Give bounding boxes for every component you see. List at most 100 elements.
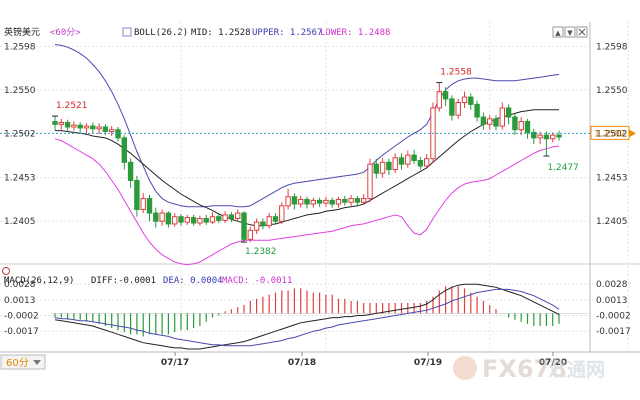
bollinger-bands (54, 44, 560, 266)
scroll-up-button[interactable] (552, 26, 564, 38)
down-arrow-icon: ▼ (567, 29, 573, 37)
candle-body (64, 121, 71, 128)
candle-body (348, 198, 354, 203)
price-tick-left: 1.2598 (4, 42, 36, 52)
current-price-label: 1.2502 (594, 129, 626, 139)
candle-body (537, 134, 543, 139)
boll-mid-label: MID: 1.2528 (191, 28, 251, 38)
candle-body (279, 205, 285, 222)
candle-body (449, 98, 455, 116)
candle-body (159, 212, 165, 222)
macd-diff-line (54, 283, 560, 350)
period-button-label: 60分 (6, 357, 29, 369)
macd-tick-right: 0.0013 (596, 296, 628, 306)
candle-body (524, 121, 531, 133)
boll-lower-label: LOWER: 1.2488 (320, 28, 390, 38)
macd-panel (51, 283, 588, 350)
up-arrow-icon: ▲ (555, 29, 561, 37)
macd-diff-label: DIFF:-0.0001 (91, 276, 156, 286)
candle-body (197, 218, 203, 224)
candle-body (285, 196, 291, 207)
price-tick-right: 1.2502 (596, 129, 628, 139)
candle-body (272, 216, 279, 222)
watermark: FX678 汇通网 (453, 355, 605, 383)
candle-body (109, 129, 115, 133)
watermark-text: FX678 (482, 355, 567, 383)
price-tick-right: 1.2550 (596, 86, 628, 96)
time-tick-label: 07/20 (539, 358, 567, 368)
scroll-down-button[interactable] (564, 26, 576, 38)
candle-body (127, 161, 134, 181)
candle-body (77, 124, 83, 129)
candle-body (424, 158, 430, 167)
candle-body (373, 163, 380, 174)
time-tick-label: 07/17 (161, 358, 189, 368)
price-axis-ticks: 1.2598 1.2598 1.2550 1.2550 1.2502 1.2502 1.24… (4, 42, 628, 227)
candle-body (543, 134, 550, 140)
price-tick-left: 1.2550 (4, 86, 36, 96)
candle-body (146, 198, 153, 214)
candle-body (556, 134, 562, 138)
candle-body (531, 131, 537, 139)
candle-body (379, 161, 386, 174)
candle-body (493, 118, 499, 127)
period-selector[interactable]: 60分 (0, 354, 46, 370)
candle-body (474, 103, 480, 118)
price-tick-right: 1.2405 (596, 217, 628, 227)
macd-header: MACD(26,12,9) DIFF:-0.0001 DEA: 0.0004 M… (2, 267, 292, 286)
candle-body (134, 179, 140, 210)
candlesticks (52, 82, 562, 243)
candle-body (291, 196, 298, 205)
macd-tick-right: -0.0017 (596, 327, 631, 337)
annotation-label: 1.2558 (440, 68, 472, 78)
price-annotations: 1.2521 1.2382 1.2558 1.2477 (52, 68, 579, 257)
candle-body (153, 212, 159, 222)
chart-toolbar: ▲ ▼ (552, 26, 588, 38)
macd-tick-right: -0.0002 (596, 312, 631, 322)
price-tick-right: 1.2598 (596, 42, 628, 52)
period-button[interactable] (0, 354, 46, 370)
candle-body (329, 199, 335, 205)
macd-value-label: MACD: -0.0011 (222, 276, 292, 286)
candle-body (121, 137, 127, 163)
candle-body (323, 199, 329, 204)
candle-body (247, 229, 254, 240)
macd-label: MACD(26,12,9) (4, 276, 74, 286)
indicator-settings-icon[interactable] (122, 27, 132, 37)
candle-body (71, 124, 77, 128)
candle-body (90, 125, 96, 130)
time-tick-label: 07/19 (414, 358, 442, 368)
candle-body (228, 214, 235, 220)
boll-upper-label: UPPER: 1.2567 (252, 28, 322, 38)
price-tick-right: 1.2453 (596, 174, 628, 184)
chevron-down-icon (33, 360, 41, 365)
candle-body (405, 154, 411, 165)
candle-body (518, 121, 524, 131)
candle-body (342, 198, 348, 203)
candle-body (235, 212, 241, 220)
candle-body (335, 198, 342, 205)
chart-header: 英镑美元 <60分> BOLL(26.2) MID: 1.2528 UPPER:… (4, 26, 390, 38)
current-price-line: 1.2502 (0, 125, 636, 140)
candle-body (411, 154, 417, 162)
candle-body (468, 96, 474, 105)
candle-body (184, 217, 191, 223)
candle-body (304, 198, 310, 205)
candle-body (209, 216, 216, 223)
candle-body (367, 163, 373, 200)
macd-tick-left: 0.0013 (4, 296, 36, 306)
candle-body (354, 198, 361, 203)
macd-settings-icon[interactable] (2, 267, 10, 275)
candle-body (266, 216, 272, 227)
boll-mid-line (55, 109, 559, 227)
candle-body (216, 216, 222, 221)
candle-body (253, 221, 260, 231)
candle-body (461, 96, 468, 104)
time-tick-label: 07/18 (288, 358, 316, 368)
candle-body (260, 221, 266, 227)
candle-body (398, 157, 405, 165)
candle-body (417, 160, 424, 167)
candle-body (178, 216, 184, 223)
macd-tick-right: 0.0028 (596, 280, 628, 290)
